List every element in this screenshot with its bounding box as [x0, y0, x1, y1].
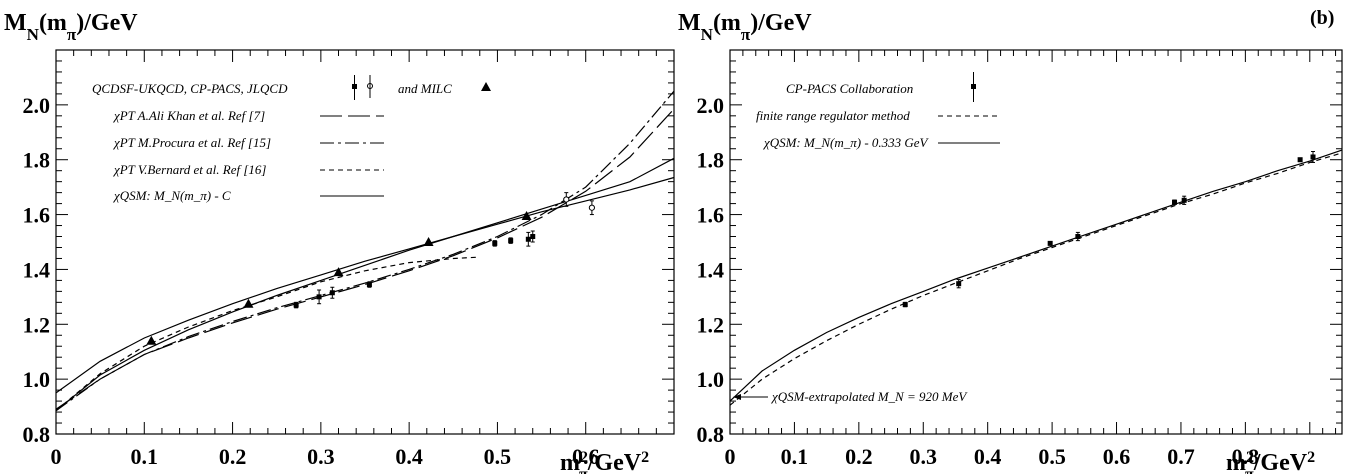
x-tick-label: 0.6 [572, 444, 600, 469]
series-line-6 [55, 176, 675, 394]
x-tick-label: 0 [51, 444, 62, 469]
x-tick-label: 0.2 [845, 444, 873, 469]
x-tick-label: 0.8 [1232, 444, 1260, 469]
series-lines [55, 90, 675, 412]
data-point-circle [563, 196, 570, 203]
panel-label: (b) [1310, 7, 1334, 29]
series-lines [729, 149, 1343, 406]
data-point-square [293, 302, 299, 308]
series-points [146, 192, 595, 345]
x-tick-label: 0.4 [974, 444, 1002, 469]
y-tick-label: 1.0 [697, 367, 725, 392]
legend-label-0: CP-PACS Collaboration [786, 81, 913, 96]
legend-label-0-suffix: and MILC [398, 81, 452, 96]
y-tick-label: 2.0 [23, 93, 51, 118]
y-tick-label: 1.6 [23, 203, 51, 228]
data-point-square [530, 234, 536, 240]
x-axis-title: m2 π/GeV2 [560, 449, 649, 474]
y-tick-label: 0.8 [23, 422, 51, 447]
data-point-circle [588, 204, 595, 211]
x-tick-label: 0 [725, 444, 736, 469]
data-point-triangle [333, 267, 344, 277]
legend-label-0: QCDSF-UKQCD, CP-PACS, JLQCD [92, 81, 288, 96]
x-tick-label: 0.7 [1167, 444, 1195, 469]
data-point-square [316, 294, 322, 300]
x-tick-label: 0.5 [1038, 444, 1066, 469]
y-axis-title: MN(mπ)/GeV [678, 10, 812, 44]
legend-label-2: χPT M.Procura et al. Ref [15] [112, 135, 271, 150]
y-tick-label: 0.8 [697, 422, 725, 447]
series-line-7 [55, 157, 675, 412]
data-point-square [1181, 197, 1187, 203]
x-tick-label: 0.4 [395, 444, 423, 469]
data-point-square [1075, 234, 1081, 240]
legend-label-1: finite range regulator method [756, 108, 910, 123]
legend: QCDSF-UKQCD, CP-PACS, JLQCD and MILC χPT… [92, 75, 491, 203]
data-point-triangle [146, 335, 157, 345]
chart-panel-right: MN(mπ)/GeV (b) m2 π/GeV2 0 0.1 0.2 0.3 0.4 0.5… [678, 7, 1343, 474]
data-point-triangle [423, 237, 434, 246]
data-point-square [329, 290, 335, 296]
legend: CP-PACS Collaboration finite range regul… [756, 72, 1000, 150]
x-tick-label: 0.1 [131, 444, 159, 469]
extrapolation-annotation: χQSM-extrapolated M_N = 920 MeV [733, 389, 968, 404]
y-tick-label: 1.4 [23, 257, 51, 282]
x-tick-label: 0.3 [307, 444, 335, 469]
data-point-triangle [521, 210, 532, 220]
x-tick-label: 0.3 [910, 444, 938, 469]
data-point-square [1297, 157, 1303, 163]
legend-label-2: χQSM: M_N(m_π) - 0.333 GeV [762, 135, 930, 150]
x-tick-label: 0.5 [484, 444, 512, 469]
series-points [902, 150, 1316, 308]
legend-marker-triangle [481, 82, 491, 91]
data-point-square [492, 240, 498, 246]
annotation-arrow-head [733, 394, 741, 400]
plot-frame [55, 49, 675, 435]
data-point-square [508, 238, 514, 244]
series-line-1 [729, 152, 1343, 406]
data-point-square [1047, 240, 1053, 246]
tick-group: 0 0.1 0.2 0.3 0.4 0.5 0.6 0.7 0.8 0.8 1.0 1.2 1.4 1.6… [697, 49, 1342, 469]
y-tick-label: 1.8 [23, 148, 51, 173]
y-tick-label: 1.6 [697, 203, 725, 228]
data-point-square [1172, 199, 1178, 205]
series-line-3 [55, 108, 675, 410]
y-tick-label: 1.8 [697, 148, 725, 173]
y-axis-title: MN(mπ)/GeV [4, 10, 138, 44]
x-axis-title: m2 π/GeV2 [1226, 449, 1315, 474]
data-point-square [1310, 154, 1316, 160]
x-tick-label: 0.2 [219, 444, 247, 469]
y-tick-label: 1.2 [23, 312, 51, 337]
series-line-4 [55, 90, 675, 412]
legend-label-1: χPT A.Ali Khan et al. Ref [7] [112, 108, 265, 123]
chart-panel-left: MN(mπ)/GeV m2 π/GeV2 0 0.1 0.2 0.3 0.4 0.5 0.60… [4, 10, 675, 474]
plot-frame [729, 49, 1343, 435]
x-tick-label: 0.6 [1103, 444, 1131, 469]
data-point-square [366, 282, 372, 288]
annotation-text: χQSM-extrapolated M_N = 920 MeV [770, 389, 968, 404]
data-point-square [956, 281, 962, 287]
y-tick-label: 1.4 [697, 257, 725, 282]
y-tick-label: 1.0 [23, 367, 51, 392]
data-point-square [525, 236, 531, 242]
legend-label-4: χQSM: M_N(m_π) - C [112, 188, 231, 203]
y-tick-label: 2.0 [697, 93, 725, 118]
tick-group: 0 0.1 0.2 0.3 0.4 0.5 0.6 0.8 1.0 1.2 1.4 1.6 1.8 2.0 [23, 49, 675, 469]
legend-label-3: χPT V.Bernard et al. Ref [16] [112, 162, 266, 177]
y-tick-label: 1.2 [697, 312, 725, 337]
data-point-square [902, 302, 908, 308]
series-line-2 [729, 149, 1343, 402]
x-tick-label: 0.1 [781, 444, 809, 469]
data-point-triangle [243, 298, 254, 308]
series-line-5 [55, 256, 480, 412]
